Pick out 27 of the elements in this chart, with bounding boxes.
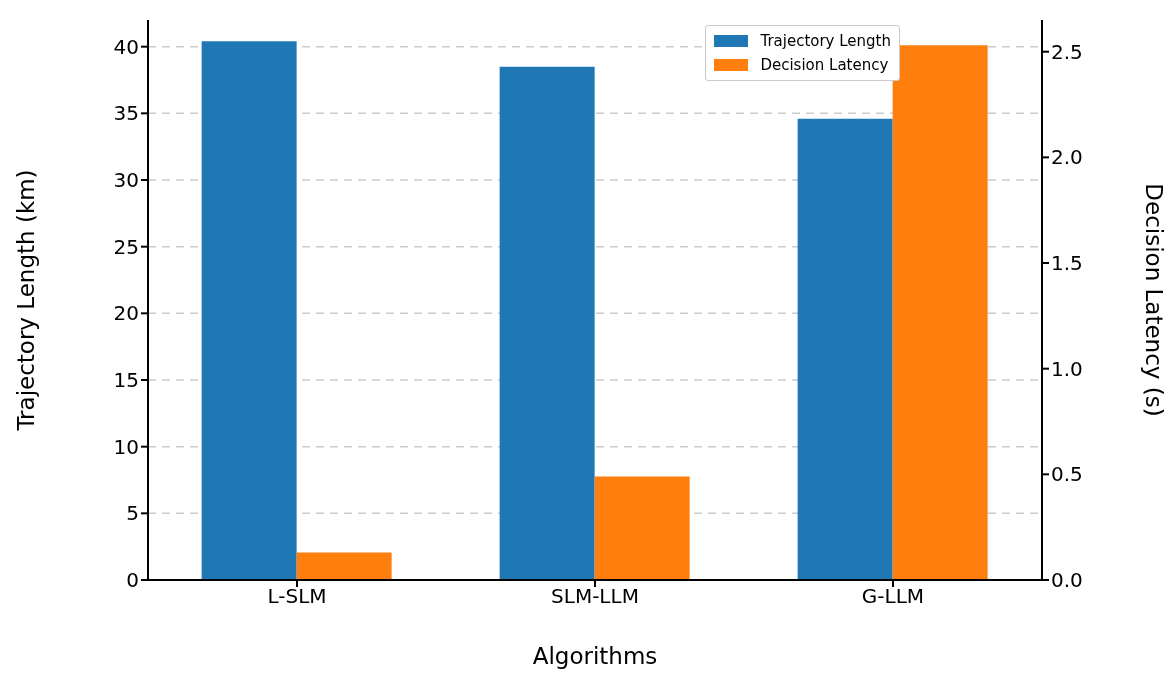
y-tick-label: 15 [113,368,139,393]
y-tick-label: 35 [113,101,139,126]
x-tick-label: L-SLM [267,584,327,609]
y-tick-label: 30 [113,168,139,193]
y-axis-title: Trajectory Length (km) [13,169,40,432]
x-tick-label: SLM-LLM [551,584,639,609]
y2-tick-label: 1.5 [1051,251,1083,276]
legend-label: Trajectory Length [760,31,891,52]
y2-tick-label: 1.0 [1051,356,1083,381]
y-tick-label: 40 [113,34,139,59]
bar [201,41,297,580]
y-tick-label: 0 [126,568,139,593]
y-tick-label: 10 [113,434,139,459]
y2-tick-label: 0.5 [1051,462,1083,487]
x-tick-label: G-LLM [861,584,925,609]
bar [594,476,690,580]
y2-tick-label: 2.5 [1051,39,1083,64]
y2-axis-title: Decision Latency (s) [1140,183,1167,417]
y2-tick-label: 0.0 [1051,568,1083,593]
y-tick-label: 20 [113,301,139,326]
y2-tick-label: 2.0 [1051,145,1083,170]
bar [296,552,392,580]
y-tick-label: 5 [126,501,139,526]
legend-label: Decision Latency [760,55,889,76]
bar [499,66,595,580]
x-axis-title: Algorithms [532,643,658,669]
y-tick-label: 25 [113,234,139,259]
